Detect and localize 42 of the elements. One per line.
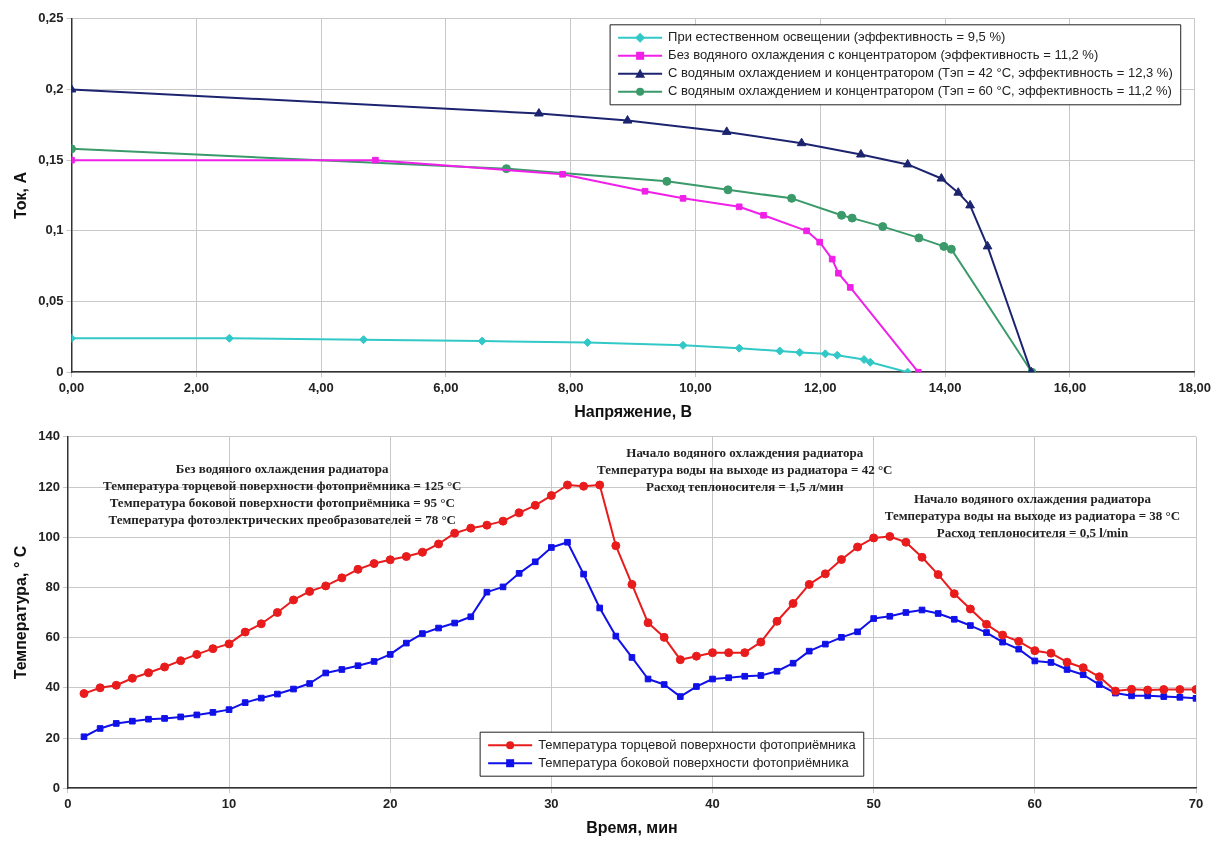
legend-label: Температура торцевой поверхности фотоприёмника: [538, 736, 857, 752]
x-tick-label: 14,00: [928, 379, 962, 395]
x-axis-title: Напряжение, В: [574, 402, 693, 420]
y-tick-label: 0,2: [45, 81, 64, 97]
y-axis-title: Ток, А: [12, 171, 30, 219]
y-tick-label: 0,1: [45, 222, 64, 238]
x-tick-label: 40: [705, 795, 720, 811]
x-tick-label: 0,00: [58, 379, 85, 395]
x-tick-label: 6,00: [433, 379, 459, 395]
legend-label: С водяным охлаждением и концентратором (Тэп = 42 °С, эффективность = 12,3 %): [668, 65, 1173, 81]
y-tick-label: 0: [52, 779, 60, 795]
x-tick-label: 20: [382, 795, 398, 811]
x-tick-label: 18,00: [1178, 379, 1212, 395]
y-tick-label: 0,25: [38, 10, 64, 26]
x-tick-label: 10,00: [679, 379, 712, 395]
x-tick-label: 70: [1188, 795, 1204, 811]
x-tick-label: 4,00: [308, 379, 334, 395]
y-tick-label: 60: [45, 629, 60, 645]
y-tick-label: 0,05: [38, 293, 64, 309]
x-tick-label: 10: [221, 795, 237, 811]
x-tick-label: 8,00: [558, 379, 584, 395]
x-tick-label: 2,00: [183, 379, 209, 395]
y-tick-label: 0,15: [38, 151, 64, 167]
y-tick-label: 0: [56, 363, 64, 379]
legend-label: Температура боковой поверхности фотоприёмника: [538, 754, 850, 770]
y-tick-label: 140: [38, 428, 60, 444]
y-tick-label: 20: [45, 729, 60, 745]
x-tick-label: 60: [1027, 795, 1043, 811]
x-axis-title: Время, мин: [586, 818, 678, 836]
y-tick-label: 40: [45, 679, 60, 695]
x-tick-label: 30: [544, 795, 559, 811]
y-tick-label: 100: [38, 528, 60, 544]
legend-label: С водяным охлаждением и концентратором (Тэп = 60 °С, эффективность = 11,2 %): [668, 83, 1172, 99]
x-tick-label: 12,00: [804, 379, 837, 395]
x-tick-label: 16,00: [1053, 379, 1087, 395]
x-tick-label: 50: [866, 795, 881, 811]
y-tick-label: 120: [38, 478, 60, 494]
annotation: Без водяного охлаждения радиатора Температура торцевой поверхности фотоприёмника = 125 °С Температура боковой поверхности фотоприёмника = 95 °С Температура фотоэлектрических преобразователей = 78 °С: [102, 461, 462, 528]
y-axis-title: Температура, ° С: [12, 545, 30, 680]
y-tick-label: 80: [45, 578, 60, 594]
legend-label: Без водяного охлаждения с концентратором (эффективность = 11,2 %): [668, 47, 1099, 63]
legend-label: При естественном освещении (эффективность = 9,5 %): [668, 29, 1006, 45]
